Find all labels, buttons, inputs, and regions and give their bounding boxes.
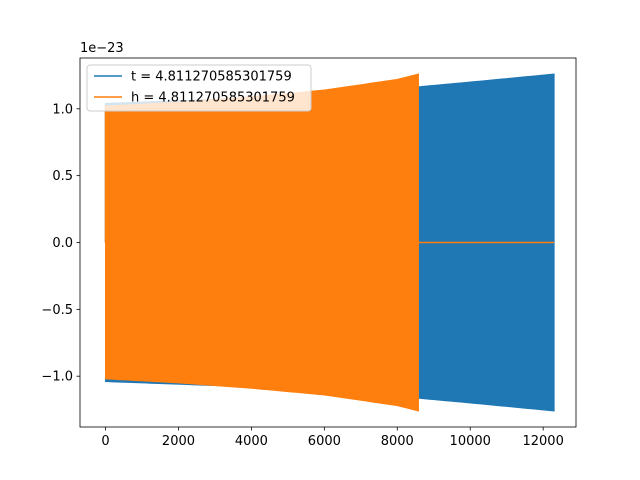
y-axis-offset-label: 1e−23 — [80, 41, 124, 56]
x-tick-label: 2000 — [162, 434, 195, 449]
series-layer — [104, 73, 555, 412]
y-tick-label: 0.5 — [52, 169, 73, 184]
legend-box — [86, 64, 312, 112]
x-tick-label: 6000 — [308, 434, 341, 449]
x-axis: 0 2000 4000 6000 8000 10000 12000 — [101, 427, 564, 449]
y-axis: −1.0 −0.5 0.0 0.5 1.0 — [41, 102, 80, 385]
y-tick-label: −0.5 — [41, 303, 73, 318]
legend-label: h = 4.811270585301759 — [131, 91, 295, 106]
x-tick-label: 10000 — [450, 434, 491, 449]
x-tick-label: 12000 — [522, 434, 563, 449]
legend-item: t = 4.811270585301759 — [94, 70, 292, 85]
y-tick-label: 1.0 — [52, 102, 73, 117]
oscillation-band — [105, 73, 419, 412]
legend-label: t = 4.811270585301759 — [131, 70, 292, 85]
legend: t = 4.811270585301759 h = 4.8112705853017… — [86, 64, 312, 112]
y-tick-label: −1.0 — [41, 370, 73, 385]
y-tick-label: 0.0 — [52, 236, 73, 251]
x-tick-label: 4000 — [235, 434, 268, 449]
legend-item: h = 4.811270585301759 — [94, 91, 295, 106]
x-tick-label: 8000 — [381, 434, 414, 449]
plot-area — [104, 73, 555, 412]
x-tick-label: 0 — [101, 434, 109, 449]
